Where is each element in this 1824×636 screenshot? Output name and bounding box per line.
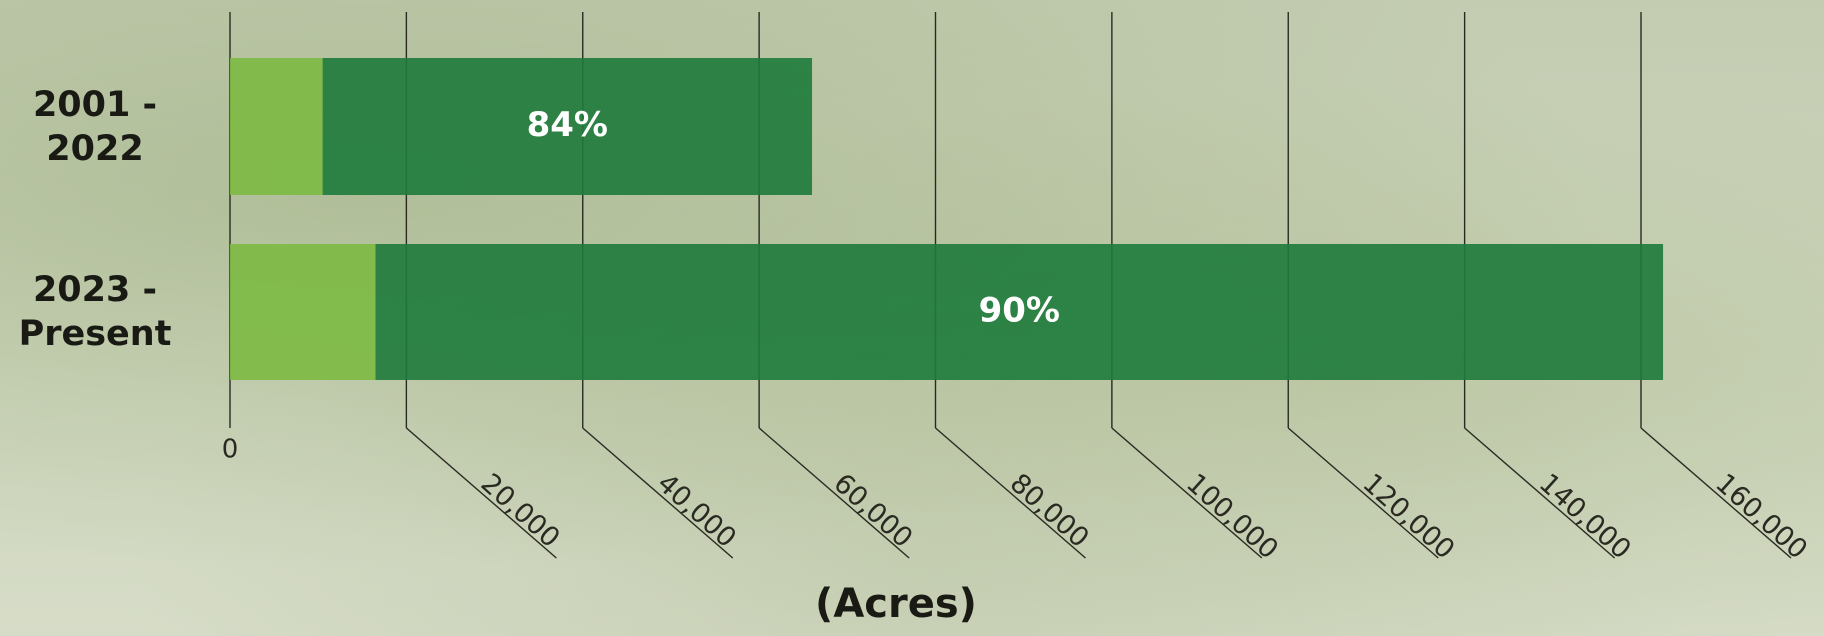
- x-tick-label: 100,000: [1180, 468, 1284, 566]
- tick-diagonal: [1640, 427, 1792, 559]
- tick-diagonal: [405, 427, 557, 559]
- tick-diagonal: [1464, 427, 1616, 559]
- x-axis-label: (Acres): [815, 581, 977, 627]
- data-label: 90%: [979, 291, 1060, 331]
- x-tick-label: 0: [222, 435, 239, 465]
- x-tick-label: 140,000: [1533, 468, 1637, 566]
- bar-segment: [230, 244, 376, 380]
- category-label: 2001 - 2022: [32, 84, 158, 169]
- tick-diagonal: [935, 427, 1086, 559]
- bar-segment: [230, 58, 323, 195]
- data-label: 84%: [527, 105, 608, 145]
- x-tick-label: 120,000: [1357, 468, 1461, 566]
- bar-segment: [322, 58, 813, 195]
- x-tick-label: 80,000: [1004, 468, 1095, 554]
- bar-segment: [375, 244, 1664, 380]
- tick-diagonal: [758, 427, 910, 559]
- tick-diagonal: [1287, 427, 1439, 559]
- x-tick-label: 160,000: [1709, 468, 1813, 566]
- x-tick-label: 40,000: [651, 468, 742, 554]
- tick-diagonal: [1111, 427, 1263, 559]
- tick-diagonal: [582, 427, 734, 559]
- x-tick-label: 20,000: [475, 468, 566, 554]
- category-label: 2023 - Present: [18, 270, 172, 354]
- x-tick-label: 60,000: [827, 468, 918, 554]
